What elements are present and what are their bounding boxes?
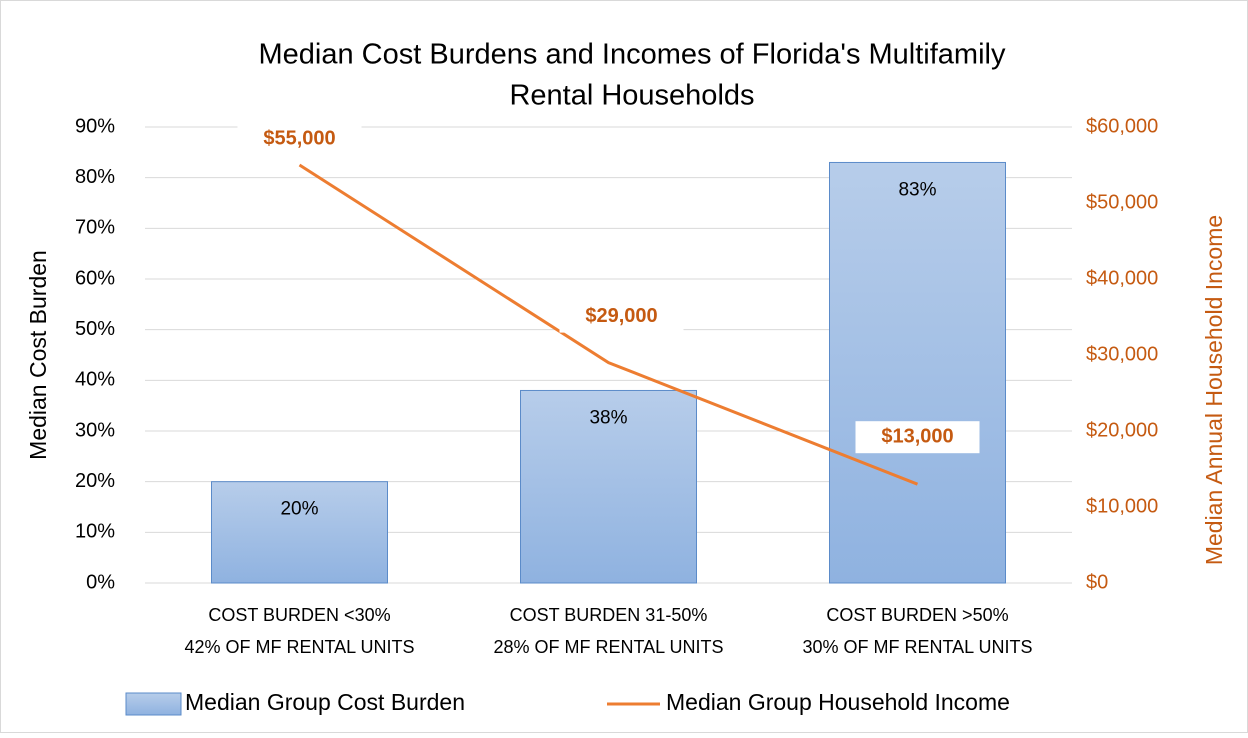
y2-tick-label: $60,000 — [1086, 115, 1158, 137]
y-tick-label: 0% — [86, 571, 115, 593]
legend-label: Median Group Household Income — [666, 689, 1010, 715]
bar-value-label: 83% — [898, 179, 936, 200]
x-tick-label: 30% OF MF RENTAL UNITS — [802, 637, 1032, 657]
y-tick-label: 80% — [75, 166, 115, 188]
y-tick-label: 90% — [75, 115, 115, 137]
chart-title: Median Cost Burdens and Incomes of Flori… — [259, 39, 1006, 71]
legend-label: Median Group Cost Burden — [185, 689, 465, 715]
line-label-bg — [559, 300, 684, 333]
x-tick-label: COST BURDEN >50% — [826, 605, 1008, 625]
y-tick-label: 20% — [75, 470, 115, 492]
line-value-label: $29,000 — [585, 305, 657, 327]
y-tick-label: 70% — [75, 217, 115, 239]
bar — [211, 481, 388, 584]
legend-swatch — [125, 692, 182, 716]
x-tick-label: 28% OF MF RENTAL UNITS — [493, 637, 723, 657]
y-tick-label: 10% — [75, 521, 115, 543]
line-label-bg — [237, 123, 362, 155]
line-label-bg — [855, 421, 980, 454]
line-value-label: $13,000 — [881, 425, 953, 447]
y2-tick-label: $50,000 — [1086, 191, 1158, 213]
y2-tick-label: $40,000 — [1086, 267, 1158, 289]
x-tick-label: COST BURDEN <30% — [208, 605, 390, 625]
y2-tick-label: $0 — [1086, 571, 1108, 593]
y2-tick-label: $20,000 — [1086, 419, 1158, 441]
line-value-label: $55,000 — [263, 127, 335, 149]
x-tick-label: 42% OF MF RENTAL UNITS — [184, 637, 414, 657]
y-tick-label: 30% — [75, 419, 115, 441]
y2-tick-label: $30,000 — [1086, 343, 1158, 365]
y-axis-label: Median Cost Burden — [25, 250, 51, 460]
line — [298, 163, 919, 486]
y2-tick-label: $10,000 — [1086, 495, 1158, 517]
bar — [829, 161, 1006, 584]
chart-title: Rental Households — [509, 80, 754, 112]
x-tick-label: COST BURDEN 31-50% — [510, 605, 708, 625]
y-tick-label: 40% — [75, 369, 115, 391]
bar — [520, 389, 697, 584]
bar-value-label: 38% — [589, 407, 627, 428]
y-tick-label: 50% — [75, 318, 115, 340]
bar-value-label: 20% — [280, 499, 318, 520]
y-tick-label: 60% — [75, 267, 115, 289]
y2-axis-label: Median Annual Household Income — [1201, 215, 1227, 565]
